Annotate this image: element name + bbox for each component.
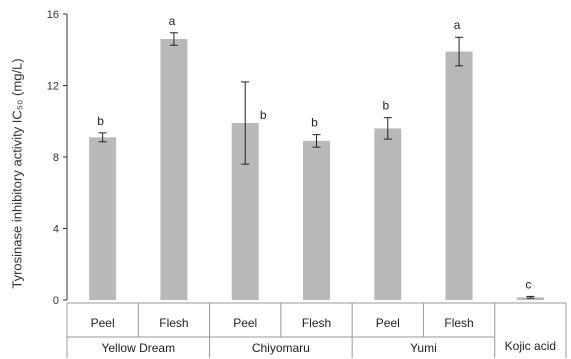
- significance-letter: b: [97, 114, 104, 128]
- y-tick-label: 16: [47, 9, 59, 21]
- y-tick-label: 4: [53, 224, 59, 236]
- x-tick-label: Flesh: [302, 316, 331, 330]
- significance-letter: b: [260, 108, 267, 122]
- y-tick-label: 12: [47, 81, 59, 93]
- bar: [374, 128, 402, 300]
- x-tick-label: Flesh: [159, 316, 188, 330]
- group-label: Yellow Dream: [101, 341, 175, 355]
- y-tick-label: 8: [53, 152, 59, 164]
- bar: [445, 51, 473, 300]
- group-label: Yumi: [410, 341, 437, 355]
- bar: [89, 137, 117, 300]
- significance-letter: b: [382, 99, 389, 113]
- y-tick-label: 0: [53, 295, 59, 307]
- bar: [303, 140, 330, 300]
- group-label: Kojic acid: [505, 339, 556, 353]
- x-tick-label: Peel: [233, 316, 257, 330]
- significance-letter: a: [169, 14, 176, 28]
- x-tick-label: Peel: [376, 316, 400, 330]
- significance-letter: b: [311, 116, 318, 130]
- significance-letter: a: [454, 18, 461, 32]
- significance-letter: c: [525, 277, 531, 291]
- group-label: Chiyomaru: [252, 341, 310, 355]
- bar: [160, 39, 188, 301]
- x-tick-label: Flesh: [444, 316, 473, 330]
- x-tick-label: Peel: [91, 316, 115, 330]
